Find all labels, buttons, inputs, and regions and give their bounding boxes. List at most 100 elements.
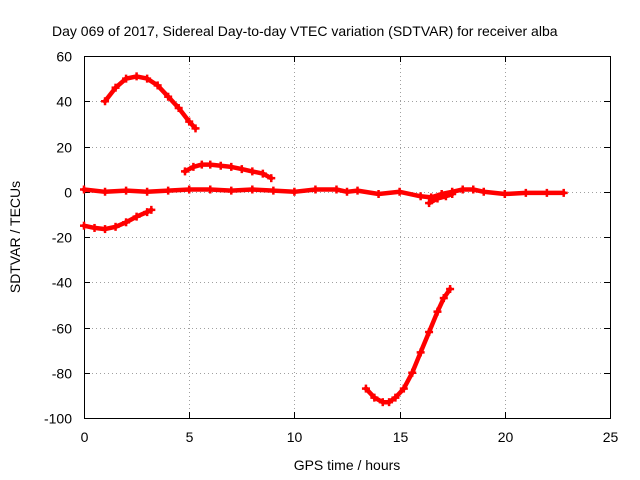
data-point (332, 185, 341, 194)
data-point (164, 92, 173, 101)
x-tick-label: 15 (393, 429, 409, 445)
data-point (408, 368, 417, 377)
data-point (433, 307, 442, 316)
y-tick-label: -100 (44, 411, 72, 427)
data-point (469, 185, 478, 194)
axis-ticks: 0 5 10 15 20 25 -100 -80 -60 -40 -20 0 20 40 60 (44, 49, 619, 446)
x-tick-label: 10 (287, 429, 303, 445)
x-tick-label: 5 (186, 429, 194, 445)
data-point (361, 384, 370, 393)
data-point (542, 188, 551, 197)
y-tick-label: -80 (52, 366, 72, 382)
series-line (102, 74, 198, 131)
data-point (185, 185, 194, 194)
data-point (479, 187, 488, 196)
data-point (433, 194, 442, 203)
data-point (132, 212, 141, 221)
data-point (164, 186, 173, 195)
x-tick-label: 0 (81, 429, 89, 445)
data-point (80, 221, 88, 230)
data-point (132, 72, 141, 81)
data-point (90, 223, 99, 232)
data-point (399, 384, 408, 393)
series-2 (180, 160, 276, 183)
y-tick-label: 60 (56, 49, 72, 65)
data-point (143, 208, 152, 217)
data-point (101, 97, 110, 106)
series-group (80, 72, 568, 407)
data-point (258, 169, 267, 178)
series-4 (425, 190, 457, 208)
data-point (391, 393, 400, 402)
data-point (343, 187, 351, 196)
data-point (425, 199, 434, 208)
data-point (111, 222, 120, 231)
data-point (227, 186, 236, 195)
data-point (174, 104, 183, 113)
series-1 (80, 205, 156, 234)
data-point (500, 190, 509, 199)
data-point (290, 187, 299, 196)
data-point (197, 160, 206, 169)
series-5 (361, 285, 455, 407)
data-point (237, 165, 246, 174)
y-tick-label: -20 (52, 230, 72, 246)
series-0 (101, 72, 200, 133)
data-point (122, 186, 131, 195)
data-point (441, 192, 450, 201)
data-point (122, 74, 131, 83)
data-point (311, 185, 320, 194)
y-axis-label: SDTVAR / TECUs (7, 181, 23, 293)
data-point (206, 185, 215, 194)
data-point (446, 285, 455, 294)
series-3 (80, 185, 568, 202)
data-point (101, 225, 110, 234)
data-point (143, 187, 152, 196)
grid (84, 56, 610, 418)
data-point (248, 185, 257, 194)
x-axis-label: GPS time / hours (294, 457, 401, 473)
data-point (425, 328, 434, 337)
data-point (374, 190, 383, 199)
series-line (363, 286, 453, 405)
data-point (248, 167, 257, 176)
data-point (180, 167, 189, 176)
data-point (216, 161, 225, 170)
data-point (416, 348, 425, 357)
y-tick-label: -40 (52, 275, 72, 291)
data-point (439, 294, 448, 303)
data-point (385, 398, 394, 407)
plot-frame (84, 56, 611, 419)
data-point (559, 188, 568, 197)
data-point (153, 81, 162, 90)
x-tick-label: 20 (498, 429, 514, 445)
data-point (185, 117, 194, 126)
data-point (227, 162, 236, 171)
data-point (101, 187, 110, 196)
chart-title: Day 069 of 2017, Sidereal Day-to-day VTE… (52, 23, 558, 39)
data-point (353, 186, 362, 195)
data-point (147, 205, 156, 214)
data-point (395, 187, 404, 196)
data-point (416, 192, 425, 201)
data-point (191, 124, 200, 133)
data-point (458, 185, 467, 194)
y-tick-label: 0 (64, 185, 72, 201)
x-tick-label: 25 (603, 429, 619, 445)
data-point (80, 185, 88, 194)
data-point (521, 188, 530, 197)
data-point (143, 74, 152, 83)
data-point (267, 174, 276, 183)
series-line (81, 187, 566, 200)
y-tick-label: 40 (56, 94, 72, 110)
series-line (182, 162, 274, 181)
data-point (122, 218, 131, 227)
data-point (269, 186, 278, 195)
y-tick-label: 20 (56, 140, 72, 156)
data-point (370, 393, 379, 402)
y-tick-label: -60 (52, 321, 72, 337)
data-point (189, 162, 198, 171)
data-point (111, 83, 120, 92)
data-point (448, 190, 457, 199)
